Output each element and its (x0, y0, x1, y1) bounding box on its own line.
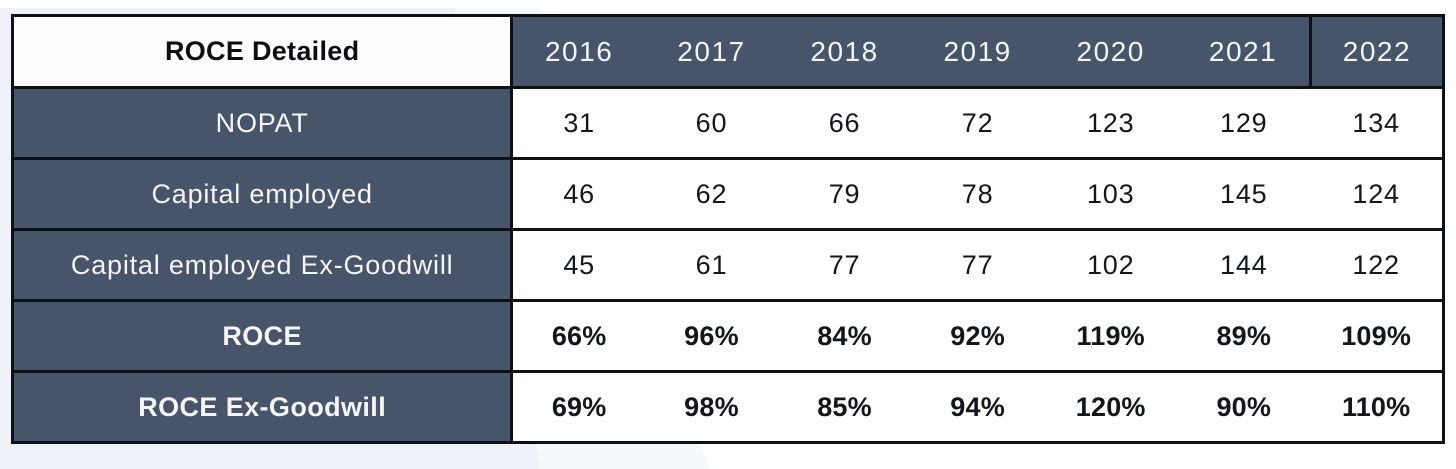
row-label: Capital employed Ex-Goodwill (12, 228, 514, 302)
value-cell: 123 (1044, 86, 1178, 160)
row-label: NOPAT (12, 86, 514, 160)
table-row-nopat: NOPAT 31 60 66 72 123 129 134 (12, 86, 1444, 160)
value-cell: 46 (511, 157, 645, 231)
value-cell: 69% (511, 370, 645, 444)
value-cell: 78 (911, 157, 1045, 231)
value-cell: 62 (644, 157, 778, 231)
value-cell: 85% (778, 370, 912, 444)
column-header-2017: 2017 (644, 14, 778, 89)
table-title: ROCE Detailed (12, 14, 514, 89)
table-row-capital-employed: Capital employed 46 62 79 78 103 145 124 (12, 157, 1444, 231)
value-cell: 61 (644, 228, 778, 302)
row-label: ROCE Ex-Goodwill (12, 370, 514, 444)
value-cell: 120% (1044, 370, 1178, 444)
value-cell: 77 (778, 228, 912, 302)
value-cell: 119% (1044, 299, 1178, 373)
value-cell: 103 (1044, 157, 1178, 231)
value-cell: 124 (1310, 157, 1444, 231)
table-row-capital-employed-ex-goodwill: Capital employed Ex-Goodwill 45 61 77 77… (12, 228, 1444, 302)
roce-detailed-table: ROCE Detailed 2016 2017 2018 2019 2020 2… (11, 14, 1445, 444)
column-header-2022: 2022 (1308, 14, 1444, 89)
table-row-roce-ex-goodwill: ROCE Ex-Goodwill 69% 98% 85% 94% 120% 90… (12, 370, 1444, 444)
value-cell: 66% (511, 299, 645, 373)
table-row-roce: ROCE 66% 96% 84% 92% 119% 89% 109% (12, 299, 1444, 373)
value-cell: 90% (1177, 370, 1311, 444)
column-header-2018: 2018 (778, 14, 912, 89)
value-cell: 129 (1177, 86, 1311, 160)
column-header-2021: 2021 (1177, 14, 1311, 89)
value-cell: 145 (1177, 157, 1311, 231)
column-header-2019: 2019 (911, 14, 1045, 89)
value-cell: 84% (778, 299, 912, 373)
column-header-2020: 2020 (1044, 14, 1178, 89)
value-cell: 79 (778, 157, 912, 231)
column-header-2016: 2016 (511, 14, 645, 89)
value-cell: 66 (778, 86, 912, 160)
value-cell: 92% (911, 299, 1045, 373)
value-cell: 72 (911, 86, 1045, 160)
value-cell: 45 (511, 228, 645, 302)
value-cell: 98% (644, 370, 778, 444)
value-cell: 94% (911, 370, 1045, 444)
value-cell: 89% (1177, 299, 1311, 373)
table-header-row: ROCE Detailed 2016 2017 2018 2019 2020 2… (12, 14, 1444, 89)
value-cell: 122 (1310, 228, 1444, 302)
value-cell: 134 (1310, 86, 1444, 160)
value-cell: 110% (1310, 370, 1444, 444)
value-cell: 31 (511, 86, 645, 160)
value-cell: 109% (1310, 299, 1444, 373)
value-cell: 96% (644, 299, 778, 373)
value-cell: 102 (1044, 228, 1178, 302)
value-cell: 60 (644, 86, 778, 160)
row-label: ROCE (12, 299, 514, 373)
row-label: Capital employed (12, 157, 514, 231)
value-cell: 144 (1177, 228, 1311, 302)
value-cell: 77 (911, 228, 1045, 302)
